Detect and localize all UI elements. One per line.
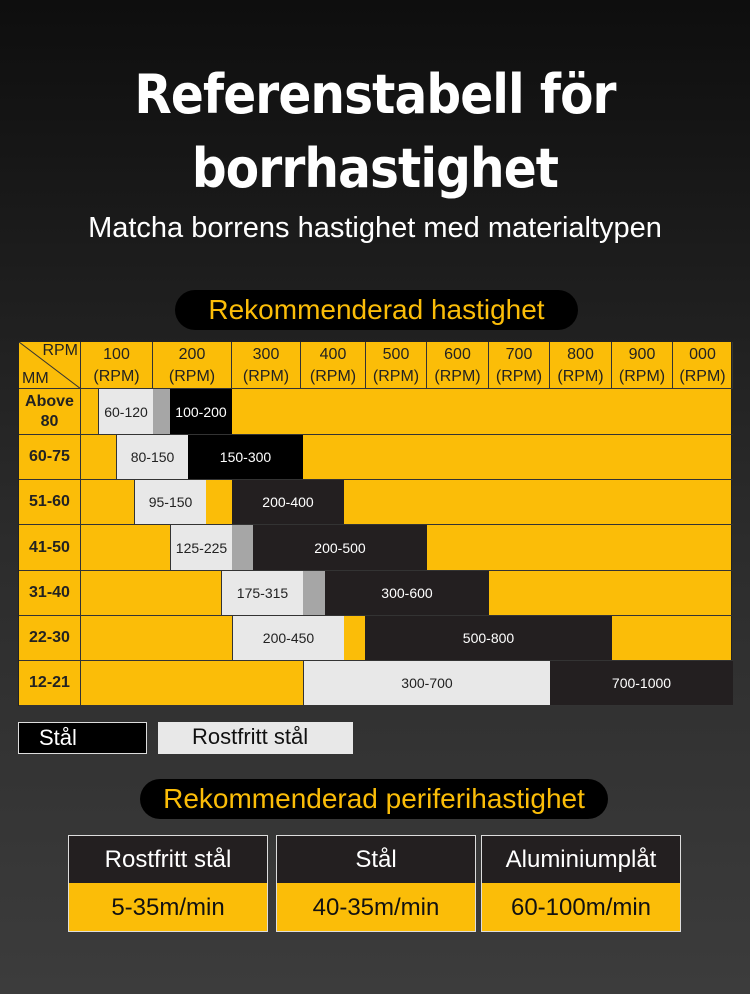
speed-table: RPM MM 100 (RPM) 200 (RPM) 300 (RPM) 400 (RPM) 500… bbox=[18, 341, 733, 706]
row-label: 22-30 bbox=[19, 616, 81, 661]
stainless-range-bar: 200-450 bbox=[232, 616, 344, 660]
corner-top: RPM bbox=[42, 342, 78, 359]
column-header: 000 (RPM) bbox=[673, 342, 733, 389]
speed-value: 60-100m/min bbox=[482, 883, 680, 931]
legend-steel: Stål bbox=[18, 722, 147, 754]
stainless-range-bar: 125-225 bbox=[170, 525, 232, 570]
column-unit: (RPM) bbox=[434, 368, 481, 385]
column-unit: (RPM) bbox=[679, 368, 726, 385]
column-header: 700 (RPM) bbox=[489, 342, 550, 389]
column-value: 500 bbox=[382, 346, 410, 363]
column-value: 100 bbox=[103, 346, 130, 363]
steel-range-bar: 200-400 bbox=[232, 480, 344, 524]
row-label: Above 80 bbox=[19, 389, 81, 435]
column-header: 800 (RPM) bbox=[550, 342, 612, 389]
material-label: Stål bbox=[277, 836, 475, 883]
page-title: Referenstabell för borrhastighet bbox=[134, 63, 616, 200]
overlap-band bbox=[303, 571, 325, 615]
steel-range-bar: 100-200 bbox=[170, 389, 232, 434]
overlap-band bbox=[232, 525, 253, 570]
row-label: 31-40 bbox=[19, 571, 81, 616]
section-title-speed: Rekommenderad hastighet bbox=[175, 290, 578, 330]
material-label: Aluminiumplåt bbox=[482, 836, 680, 883]
column-header: 100 (RPM) bbox=[81, 342, 153, 389]
column-unit: (RPM) bbox=[93, 368, 140, 385]
column-value: 900 bbox=[628, 346, 656, 363]
column-unit: (RPM) bbox=[309, 368, 357, 385]
column-header: 400 (RPM) bbox=[301, 342, 366, 389]
corner-cell: RPM MM bbox=[19, 342, 81, 389]
peripheral-card-aluminium: Aluminiumplåt 60-100m/min bbox=[481, 835, 681, 932]
overlap-band bbox=[153, 389, 170, 434]
material-label: Rostfritt stål bbox=[69, 836, 267, 883]
column-header: 600 (RPM) bbox=[427, 342, 489, 389]
column-unit: (RPM) bbox=[168, 368, 216, 385]
peripheral-card-stainless: Rostfritt stål 5-35m/min bbox=[68, 835, 268, 932]
table-row bbox=[81, 389, 733, 435]
table-row bbox=[81, 435, 733, 480]
row-label: 12-21 bbox=[19, 661, 81, 706]
section-title-peripheral: Rekommenderad periferihastighet bbox=[140, 779, 608, 819]
column-unit: (RPM) bbox=[495, 368, 543, 385]
speed-value: 40-35m/min bbox=[277, 883, 475, 931]
column-value: 200 bbox=[178, 346, 206, 363]
peripheral-card-steel: Stål 40-35m/min bbox=[276, 835, 476, 932]
row-label: 60-75 bbox=[19, 435, 81, 480]
steel-range-bar: 500-800 bbox=[365, 616, 612, 660]
subtitle: Matcha borrens hastighet med materialtyp… bbox=[88, 212, 662, 244]
column-header: 900 (RPM) bbox=[612, 342, 673, 389]
column-value: 600 bbox=[444, 346, 471, 363]
column-unit: (RPM) bbox=[242, 368, 290, 385]
column-value: 300 bbox=[252, 346, 280, 363]
table-row bbox=[81, 571, 733, 616]
stainless-range-bar: 60-120 bbox=[98, 389, 153, 434]
column-unit: (RPM) bbox=[372, 368, 420, 385]
column-value: 700 bbox=[505, 346, 533, 363]
column-header: 300 (RPM) bbox=[232, 342, 301, 389]
legend-stainless: Rostfritt stål bbox=[158, 722, 353, 754]
table-row bbox=[81, 661, 733, 706]
speed-value: 5-35m/min bbox=[69, 883, 267, 931]
column-value: 400 bbox=[319, 346, 347, 363]
table-row bbox=[81, 616, 733, 661]
table-row bbox=[81, 525, 733, 571]
column-unit: (RPM) bbox=[557, 368, 604, 385]
corner-bottom: MM bbox=[22, 370, 49, 387]
column-header: 500 (RPM) bbox=[366, 342, 427, 389]
steel-range-bar: 700-1000 bbox=[550, 661, 733, 705]
column-unit: (RPM) bbox=[618, 368, 666, 385]
steel-range-bar: 300-600 bbox=[325, 571, 489, 615]
column-value: 800 bbox=[567, 346, 594, 363]
row-label: 51-60 bbox=[19, 480, 81, 525]
table-row bbox=[81, 480, 733, 525]
stainless-range-bar: 95-150 bbox=[134, 480, 206, 524]
row-label: 41-50 bbox=[19, 525, 81, 571]
column-header: 200 (RPM) bbox=[153, 342, 232, 389]
column-value: 000 bbox=[689, 346, 716, 363]
stainless-range-bar: 300-700 bbox=[303, 661, 550, 705]
steel-range-bar: 150-300 bbox=[188, 435, 303, 479]
stainless-range-bar: 80-150 bbox=[116, 435, 188, 479]
stainless-range-bar: 175-315 bbox=[221, 571, 303, 615]
steel-range-bar: 200-500 bbox=[253, 525, 427, 570]
